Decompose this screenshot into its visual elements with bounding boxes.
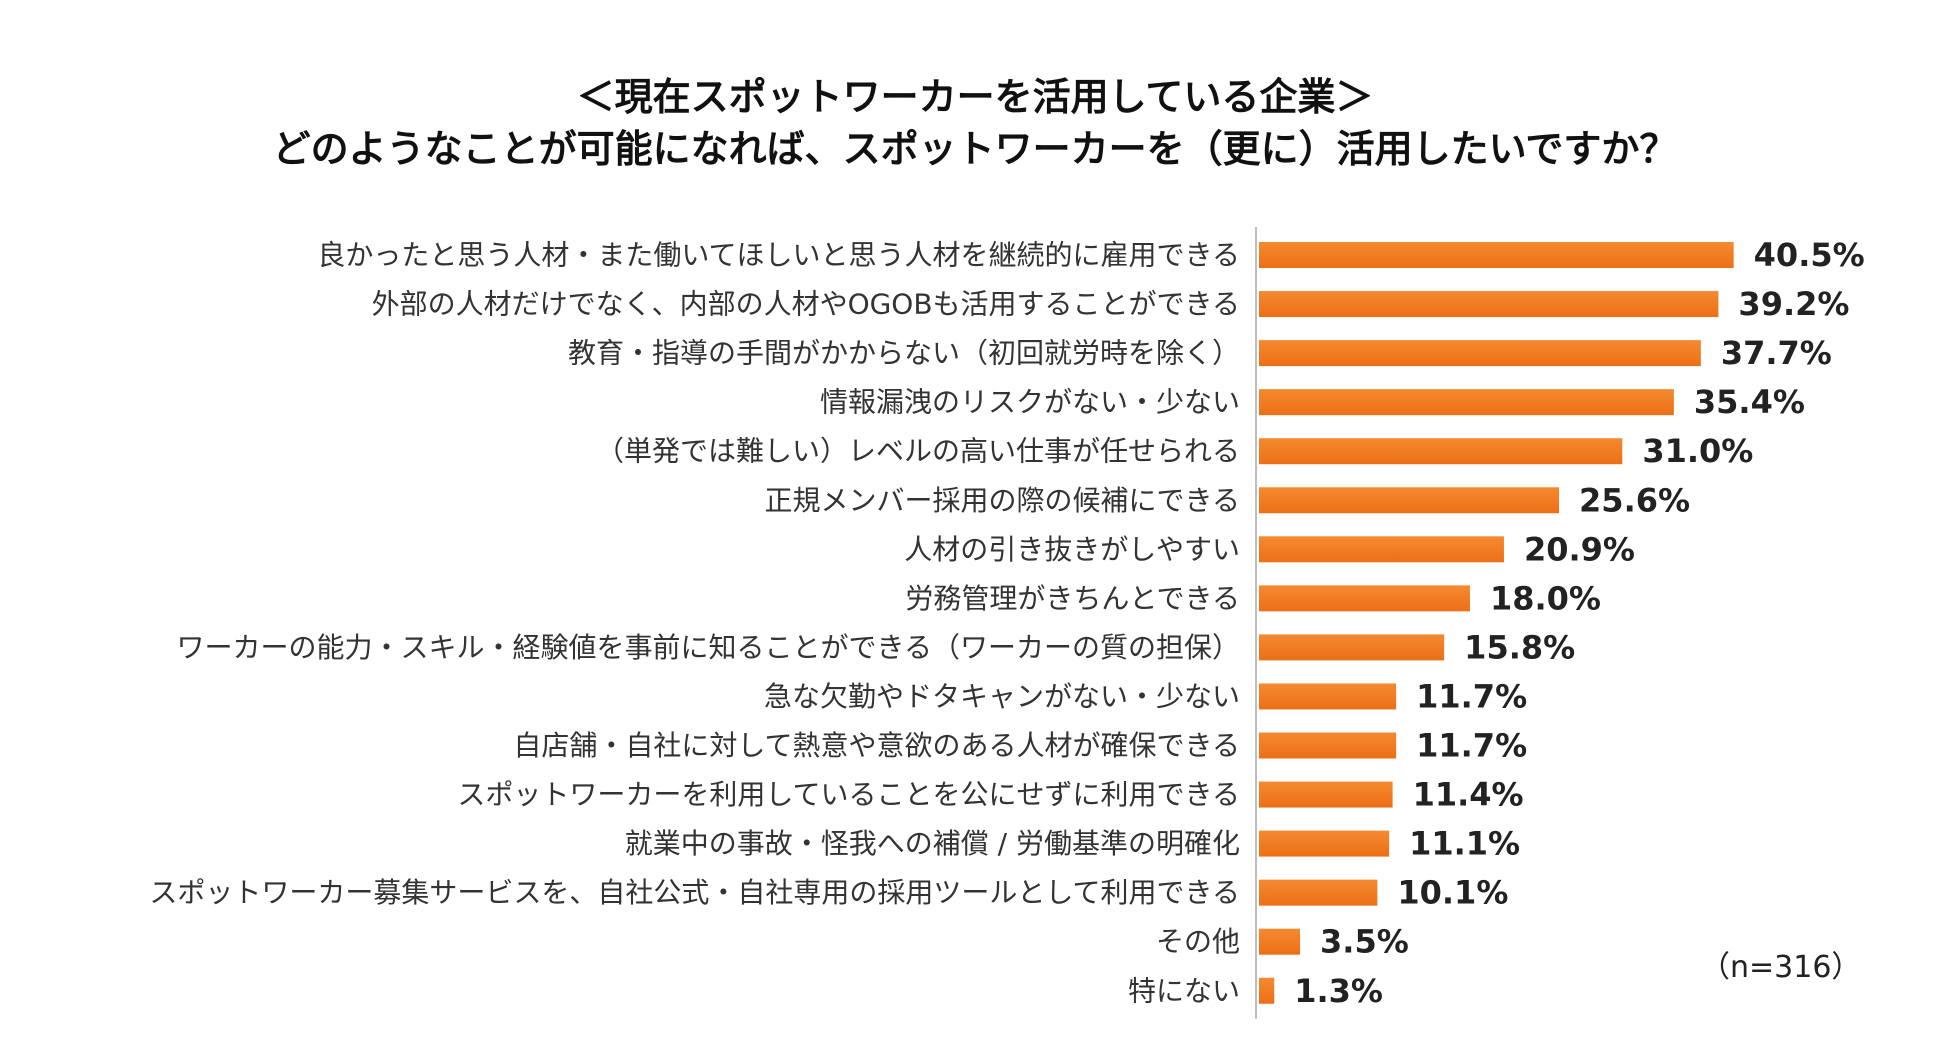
category-label: 労務管理がきちんとできる — [905, 582, 1240, 615]
value-label: 40.5% — [1754, 236, 1865, 274]
chart-title: ＜現在スポットワーカーを活用している企業＞ — [576, 75, 1374, 119]
value-label: 35.4% — [1694, 383, 1805, 421]
value-label: 20.9% — [1524, 530, 1635, 568]
bar — [1259, 683, 1397, 710]
bar — [1259, 634, 1445, 661]
bar — [1259, 242, 1734, 268]
value-label: 39.2% — [1738, 285, 1849, 323]
bar — [1259, 291, 1719, 318]
bar — [1259, 340, 1701, 367]
category-label: 外部の人材だけでなく、内部の人材やOGOBも活用することができる — [372, 288, 1240, 321]
value-label: 18.0% — [1490, 579, 1601, 617]
category-label: 正規メンバー採用の際の候補にできる — [765, 484, 1240, 517]
category-label: その他 — [1156, 925, 1240, 958]
value-label: 31.0% — [1642, 432, 1753, 470]
value-label: 15.8% — [1464, 628, 1575, 666]
bar — [1259, 879, 1378, 906]
category-label: スポットワーカーを利用していることを公にせずに利用できる — [457, 778, 1240, 811]
category-label: 就業中の事故・怪我への補償 / 労働基準の明確化 — [625, 827, 1240, 860]
value-label: 25.6% — [1579, 481, 1690, 519]
category-label: 教育・指導の手間がかからない（初回就労時を除く） — [568, 337, 1240, 370]
value-label: 11.7% — [1416, 677, 1527, 715]
category-label: 人材の引き抜きがしやすい — [904, 533, 1240, 566]
chart-subtitle: どのようなことが可能になれば、スポットワーカーを（更に）活用したいですか？ — [272, 127, 1678, 171]
value-label: 11.4% — [1413, 776, 1524, 814]
value-label: 11.1% — [1409, 825, 1520, 863]
bar — [1259, 732, 1397, 759]
category-label: 良かったと思う人材・また働いてほしいと思う人材を継続的に雇用できる — [317, 239, 1240, 272]
value-label: 37.7% — [1721, 334, 1832, 372]
category-label: ワーカーの能力・スキル・経験値を事前に知ることができる（ワーカーの質の担保） — [177, 631, 1240, 664]
category-label: 情報漏洩のリスクがない・少ない — [820, 386, 1240, 419]
value-label: 3.5% — [1320, 923, 1409, 961]
value-label: 11.7% — [1416, 727, 1527, 765]
bar — [1259, 585, 1470, 612]
category-label: 自店舗・自社に対して熱意や意欲のある人材が確保できる — [513, 729, 1240, 762]
bar — [1259, 830, 1390, 857]
category-label: （単発では難しい）レベルの高い仕事が任せられる — [596, 435, 1240, 468]
bars-layer: 良かったと思う人材・また働いてほしいと思う人材を継続的に雇用できる 40.5% 外部… — [149, 227, 1865, 1019]
bar — [1259, 536, 1504, 563]
value-label: 1.3% — [1294, 972, 1383, 1010]
category-label: 急な欠勤やドタキャンがない・少ない — [764, 680, 1240, 713]
bar — [1259, 928, 1301, 955]
value-label: 10.1% — [1397, 874, 1508, 912]
bar — [1259, 977, 1275, 1004]
sample-size-note: （n=316） — [1700, 950, 1862, 985]
category-label: 特にない — [1128, 974, 1240, 1007]
bar — [1259, 438, 1623, 465]
category-label: スポットワーカー募集サービスを、自社公式・自社専用の採用ツールとして利用できる — [149, 876, 1240, 909]
bar — [1259, 781, 1393, 808]
bar — [1259, 487, 1560, 514]
bar — [1259, 389, 1674, 416]
